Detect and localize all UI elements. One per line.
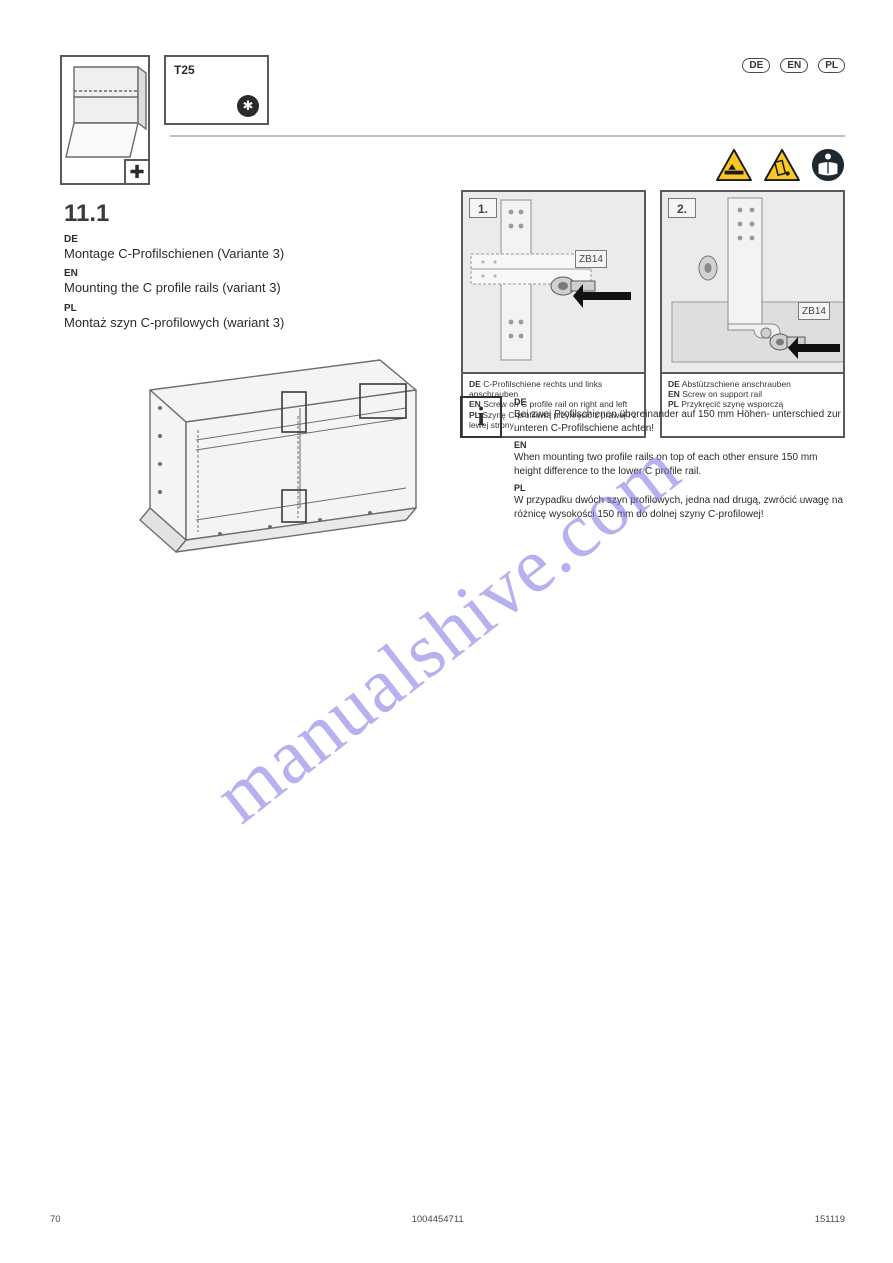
step-1-part: ZB14 — [575, 250, 607, 268]
info-en: When mounting two profile rails on top o… — [514, 452, 818, 477]
info-text: DE Bei zwei Profilschienen übereinander … — [514, 396, 845, 521]
info-pl-label: PL — [514, 482, 845, 494]
warning-icons — [715, 148, 845, 182]
tool-label: T25 — [174, 63, 195, 77]
section-en: Mounting the C profile rails (variant 3) — [64, 280, 423, 296]
read-manual-icon — [811, 148, 845, 182]
context-thumbnails: ✚ T25 ✱ — [60, 55, 269, 185]
footer-date: 151119 — [815, 1214, 845, 1225]
footer-docid: 1004454711 — [412, 1214, 464, 1225]
footer-page: 70 — [50, 1214, 61, 1225]
step-1-de-label: DE — [469, 379, 481, 389]
thumb-cabinet: ✚ — [60, 55, 150, 185]
section-titles: DE Montage C-Profilschienen (Variante 3)… — [64, 228, 423, 331]
step-2-de-label: DE — [668, 379, 680, 389]
section-de-label: DE — [64, 234, 423, 245]
section-de: Montage C-Profilschienen (Variante 3) — [64, 246, 423, 262]
lang-de: DE — [742, 58, 770, 73]
info-en-label: EN — [514, 439, 845, 451]
warning-tipping-icon — [763, 148, 801, 182]
isometric-illustration — [130, 350, 430, 570]
step-1-svg — [463, 192, 644, 372]
section-pl: Montaż szyn C-profilowych (wariant 3) — [64, 315, 423, 331]
step-1-number: 1. — [469, 198, 497, 218]
step-2-part: ZB14 — [798, 302, 830, 320]
info-block: i DE Bei zwei Profilschienen übereinande… — [460, 396, 845, 521]
info-pl: W przypadku dwóch szyn profilowych, jedn… — [514, 495, 843, 520]
step-2-de: Abstützschiene anschrauben — [682, 379, 791, 389]
footer: 70 1004454711 151119 — [50, 1214, 845, 1225]
warning-pinch-icon — [715, 148, 753, 182]
section-pl-label: PL — [64, 303, 423, 314]
lang-pl: PL — [818, 58, 845, 73]
info-de-label: DE — [514, 396, 845, 408]
section-en-label: EN — [64, 268, 423, 279]
info-icon: i — [460, 396, 502, 438]
thumb-tool: T25 ✱ — [164, 55, 269, 125]
language-badges: DE EN PL — [742, 58, 845, 73]
lang-en: EN — [780, 58, 808, 73]
section-number: 11.1 — [64, 200, 109, 228]
torx-icon: ✱ — [237, 95, 259, 117]
plus-icon: ✚ — [124, 159, 150, 185]
step-2-number: 2. — [668, 198, 696, 218]
step-2-svg — [662, 192, 843, 372]
header-rule — [170, 135, 845, 137]
info-de: Bei zwei Profilschienen übereinander auf… — [514, 409, 841, 434]
